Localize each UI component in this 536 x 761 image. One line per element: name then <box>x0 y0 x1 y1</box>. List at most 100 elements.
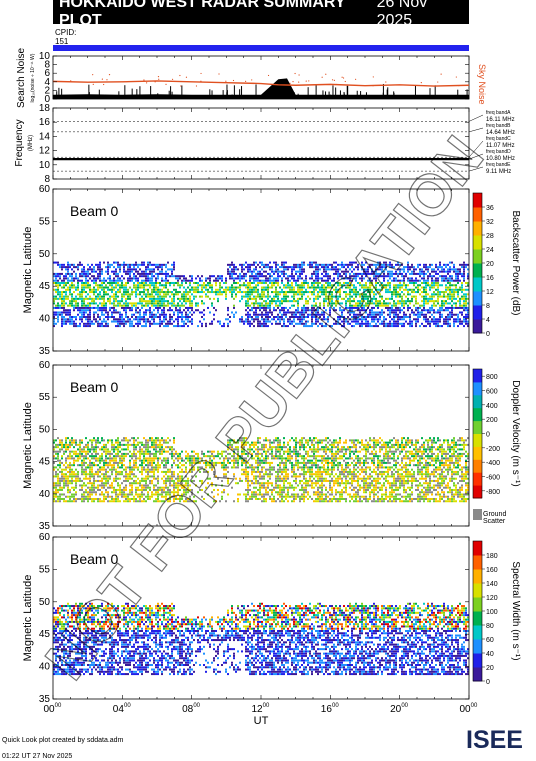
echo-cell <box>373 306 375 309</box>
echo-cell <box>73 263 75 266</box>
echo-cell <box>149 268 151 271</box>
ground-scatter-cell <box>91 448 93 451</box>
echo-cell <box>429 300 431 303</box>
echo-cell <box>141 300 143 303</box>
echo-cell <box>159 493 161 496</box>
echo-cell <box>281 277 283 280</box>
echo-cell <box>57 272 59 275</box>
echo-cell <box>255 306 257 309</box>
echo-cell <box>75 325 77 328</box>
echo-cell <box>159 446 161 449</box>
echo-cell <box>307 291 309 294</box>
echo-cell <box>331 302 333 305</box>
echo-cell <box>197 291 199 294</box>
echo-cell <box>361 261 363 264</box>
echo-cell <box>445 286 447 289</box>
echo-cell <box>453 318 455 321</box>
echo-cell <box>285 295 287 298</box>
echo-cell <box>107 288 109 291</box>
echo-cell <box>407 316 409 319</box>
echo-cell <box>423 295 425 298</box>
echo-cell <box>209 284 211 287</box>
ground-scatter-cell <box>79 497 81 500</box>
echo-cell <box>61 279 63 282</box>
echo-cell <box>343 281 345 284</box>
echo-cell <box>61 302 63 305</box>
echo-cell <box>319 263 321 266</box>
sky-noise-point <box>101 78 103 80</box>
echo-cell <box>241 284 243 287</box>
echo-cell <box>157 316 159 319</box>
echo-cell <box>83 300 85 303</box>
echo-cell <box>171 300 173 303</box>
ground-scatter-cell <box>105 446 107 449</box>
echo-cell <box>265 311 267 314</box>
echo-cell <box>91 275 93 278</box>
echo-cell <box>323 304 325 307</box>
echo-cell <box>153 475 155 478</box>
echo-cell <box>467 281 469 284</box>
echo-cell <box>311 313 313 316</box>
echo-cell <box>145 479 147 482</box>
echo-cell <box>355 279 357 282</box>
echo-cell <box>197 281 199 284</box>
echo-cell <box>227 268 229 271</box>
echo-cell <box>273 284 275 287</box>
echo-cell <box>269 295 271 298</box>
echo-cell <box>227 286 229 289</box>
echo-cell <box>317 286 319 289</box>
ground-scatter-cell <box>147 470 149 473</box>
echo-cell <box>353 272 355 275</box>
echo-cell <box>193 311 195 314</box>
echo-cell <box>389 261 391 264</box>
echo-cell <box>395 316 397 319</box>
echo-cell <box>299 277 301 280</box>
echo-cell <box>447 302 449 305</box>
echo-cell <box>65 477 67 480</box>
echo-cell <box>165 300 167 303</box>
echo-cell <box>467 288 469 291</box>
echo-cell <box>125 284 127 287</box>
echo-cell <box>71 493 73 496</box>
echo-cell <box>411 263 413 266</box>
echo-cell <box>153 459 155 462</box>
echo-cell <box>409 288 411 291</box>
echo-cell <box>215 279 217 282</box>
echo-cell <box>151 437 153 440</box>
echo-cell <box>265 309 267 312</box>
echo-cell <box>383 304 385 307</box>
echo-cell <box>409 272 411 275</box>
echo-cell <box>415 286 417 289</box>
echo-cell <box>401 263 403 266</box>
echo-cell <box>231 268 233 271</box>
echo-cell <box>251 322 253 325</box>
echo-cell <box>367 266 369 269</box>
echo-cell <box>437 320 439 323</box>
echo-cell <box>399 268 401 271</box>
echo-cell <box>397 272 399 275</box>
echo-cell <box>53 448 55 451</box>
ground-scatter-cell <box>123 437 125 440</box>
echo-cell <box>369 300 371 303</box>
echo-cell <box>463 309 465 312</box>
echo-cell <box>99 275 101 278</box>
echo-cell <box>363 297 365 300</box>
echo-cell <box>309 291 311 294</box>
echo-cell <box>91 493 93 496</box>
echo-cell <box>241 318 243 321</box>
echo-cell <box>229 291 231 294</box>
echo-cell <box>251 275 253 278</box>
echo-cell <box>417 311 419 314</box>
echo-cell <box>153 493 155 496</box>
echo-cell <box>109 309 111 312</box>
echo-cell <box>167 304 169 307</box>
ground-scatter-cell <box>109 486 111 489</box>
echo-cell <box>459 318 461 321</box>
echo-cell <box>313 322 315 325</box>
echo-cell <box>67 477 69 480</box>
echo-cell <box>103 318 105 321</box>
ground-scatter-cell <box>121 488 123 491</box>
ground-scatter-cell <box>153 488 155 491</box>
echo-cell <box>427 266 429 269</box>
echo-cell <box>111 284 113 287</box>
